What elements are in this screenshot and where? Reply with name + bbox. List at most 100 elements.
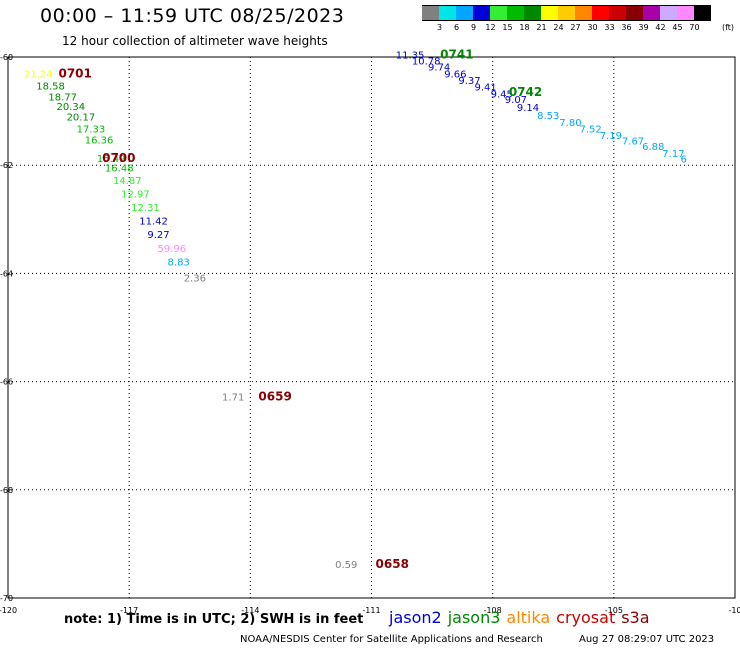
legend-swatch: [507, 5, 524, 21]
legend-bin-label: 3: [436, 23, 443, 32]
wave-height-value: 59.96: [157, 244, 186, 255]
lat-tick-label: -66: [0, 378, 13, 387]
legend-bin-label: 39: [638, 23, 649, 32]
satellite-jason3: jason3: [447, 608, 501, 627]
legend-swatch: [541, 5, 558, 21]
chart-subtitle: 12 hour collection of altimeter wave hei…: [62, 34, 328, 48]
legend-unit: (ft): [722, 23, 735, 32]
wave-height-value: 9.37: [458, 76, 480, 87]
legend-swatch: [524, 5, 541, 21]
legend-bin-label: 9: [470, 23, 477, 32]
legend-bin-label: 36: [621, 23, 632, 32]
legend-bin-label: 12: [485, 23, 496, 32]
lat-tick-label: -64: [0, 269, 13, 278]
source-credit: NOAA/NESDIS Center for Satellite Applica…: [240, 634, 543, 645]
legend-bin-label: 15: [502, 23, 513, 32]
pass-time-labels: 0701 0700 0659 0658 0741 0742: [58, 48, 542, 572]
pass-time: 0700: [102, 151, 135, 165]
legend-bin-label: 33: [604, 23, 615, 32]
legend-bin-label: 42: [655, 23, 666, 32]
wave-height-value: 9.27: [147, 230, 169, 241]
pass-time: 0658: [376, 557, 409, 571]
wave-height-value: 21.24: [24, 70, 53, 81]
wave-height-value: 7.67: [622, 137, 644, 148]
lon-tick-label: -105: [605, 606, 623, 615]
legend-bin-label: 70: [689, 23, 700, 32]
wave-height-value: 7.17: [662, 149, 684, 160]
wave-height-value: 9.41: [474, 83, 496, 94]
legend-swatch: [490, 5, 507, 21]
wave-height-value: 20.34: [56, 102, 85, 113]
legend-bin-label: 21: [536, 23, 547, 32]
wave-height-value: 12.97: [121, 190, 150, 201]
wave-height-value: 2.36: [184, 274, 206, 285]
wave-height-value: 7.80: [559, 118, 581, 129]
lat-tick-label: -60: [0, 53, 13, 62]
wave-height-value: 20.17: [67, 112, 96, 123]
wave-height-value: 12.31: [131, 203, 160, 214]
wave-height-value: 16.48: [105, 164, 134, 175]
legend-bin-label: 45: [672, 23, 683, 32]
pass-time: 0742: [509, 85, 542, 99]
legend-swatch: [609, 5, 626, 21]
wave-height-value: 9.14: [517, 103, 539, 114]
lat-tick-label: -70: [0, 594, 13, 603]
wave-height-value: 9.66: [444, 70, 466, 81]
wave-height-value: 16.36: [85, 136, 114, 147]
lon-tick-label: -10: [728, 606, 740, 615]
wave-height-value: 8.83: [168, 257, 190, 268]
legend-swatch: [422, 5, 439, 21]
wave-height-value: 18.58: [36, 81, 65, 92]
legend-swatch: [626, 5, 643, 21]
lon-tick-label: -108: [484, 606, 502, 615]
chart-title: 00:00 – 11:59 UTC 08/25/2023: [40, 5, 345, 27]
lat-tick-label: -62: [0, 161, 13, 170]
wave-height-value: 7.19: [600, 131, 622, 142]
wave-height-value: 17.33: [77, 125, 106, 136]
wave-height-value: 11.35: [396, 51, 425, 62]
wave-height-value: 11.42: [139, 217, 168, 228]
legend-bin-label: 18: [519, 23, 530, 32]
satellite-jason2: jason2: [389, 608, 442, 627]
wave-height-value: 14.87: [113, 176, 142, 187]
lat-tick-label: -68: [0, 486, 13, 495]
satellite-legend: jason2 jason3 altika cryosat s3a: [389, 608, 656, 627]
legend-swatch: [677, 5, 694, 21]
legend-swatch: [643, 5, 660, 21]
legend-swatch: [473, 5, 490, 21]
lon-tick-label: -111: [362, 606, 380, 615]
legend-swatch: [558, 5, 575, 21]
lon-tick-label: -114: [241, 606, 259, 615]
axis-tick-labels: -60 -62 -64 -66 -68 -70 -120 -117 -114 -111 -108 -1…: [0, 53, 740, 615]
wave-height-value: 9.45: [491, 90, 513, 101]
legend-swatch: [456, 5, 473, 21]
pass-time: 0701: [58, 67, 91, 81]
legend-swatch: [660, 5, 677, 21]
satellite-altika: altika: [506, 608, 551, 627]
legend-bin-label: 24: [553, 23, 564, 32]
legend-bin-label: 6: [453, 23, 460, 32]
wave-height-value: 10.78: [412, 57, 441, 68]
legend-swatch: [694, 5, 711, 21]
wave-height-value: 0.59: [335, 560, 357, 571]
generated-timestamp: Aug 27 08:29:07 UTC 2023: [579, 634, 715, 645]
legend-swatch: [439, 5, 456, 21]
footnote: note: 1) Time is in UTC; 2) SWH is in fe…: [64, 612, 364, 627]
lon-tick-label: -120: [0, 606, 17, 615]
wave-height-value: 6: [680, 154, 686, 165]
wave-height-value: 15.49: [97, 154, 126, 165]
satellite-s3a: s3a: [621, 608, 650, 627]
satellite-cryosat: cryosat: [556, 608, 616, 627]
wave-height-value: 7.52: [580, 125, 602, 136]
legend-bin-label: 30: [587, 23, 598, 32]
wave-height-value: 9.07: [505, 95, 527, 106]
wave-height-value: 8.53: [537, 111, 559, 122]
legend-swatch: [575, 5, 592, 21]
pass-time: 0659: [258, 390, 291, 404]
pass-time: 0741: [440, 48, 473, 62]
wave-height-value: 1.71: [222, 393, 244, 404]
wave-height-value: 9.74: [428, 63, 450, 74]
lon-tick-label: -117: [120, 606, 138, 615]
